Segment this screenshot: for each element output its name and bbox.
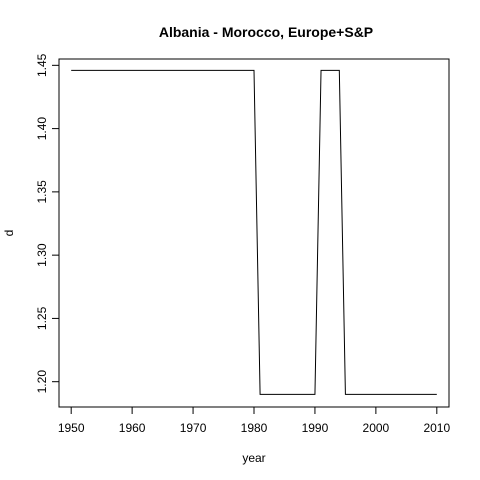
x-tick-label: 1980 — [241, 421, 268, 435]
x-tick-label: 2000 — [363, 421, 390, 435]
series-layer — [71, 69, 437, 395]
y-tick-label: 1.45 — [35, 53, 49, 77]
series-line-0 — [71, 69, 437, 395]
x-axis: 1950 1960 1970 1980 1990 2000 2010 — [58, 406, 450, 435]
y-tick-label: 1.40 — [35, 117, 49, 141]
y-tick-label: 1.35 — [35, 180, 49, 204]
x-tick-label: 2010 — [423, 421, 450, 435]
y-tick-label: 1.20 — [35, 370, 49, 394]
x-tick-label: 1990 — [302, 421, 329, 435]
y-axis: 1.20 1.25 1.30 1.35 1.40 1.45 — [35, 53, 60, 394]
x-axis-label: year — [242, 451, 265, 465]
x-tick-label: 1960 — [119, 421, 146, 435]
y-axis-label: d — [2, 230, 16, 237]
x-tick-label: 1970 — [180, 421, 207, 435]
plot-area-border — [58, 58, 450, 408]
y-tick-label: 1.30 — [35, 243, 49, 267]
x-tick-label: 1950 — [58, 421, 85, 435]
chart-title: Albania - Morocco, Europe+S&P — [159, 24, 373, 40]
y-tick-label: 1.25 — [35, 306, 49, 330]
